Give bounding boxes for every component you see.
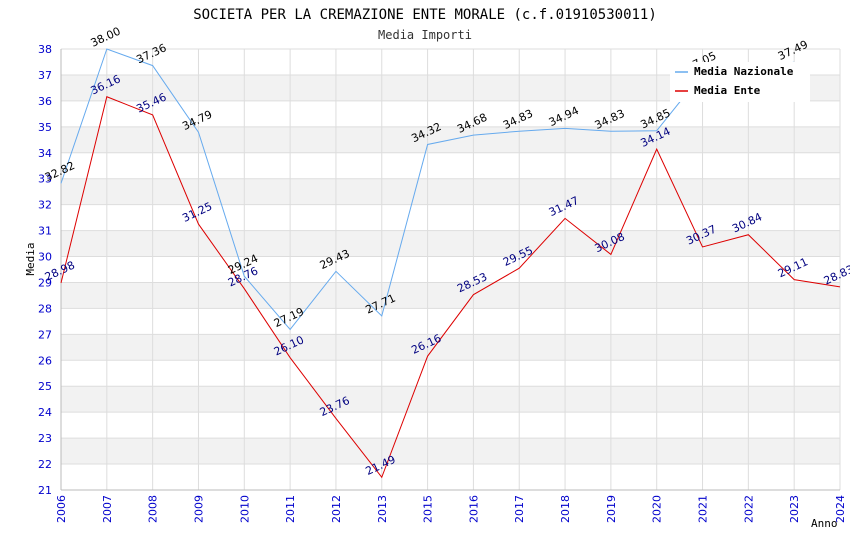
- y-axis-label: Media: [24, 242, 37, 275]
- series-line-0: [60, 48, 795, 331]
- grid-band: [61, 334, 840, 361]
- x-tick-label: 2024: [834, 495, 847, 523]
- legend-box: [670, 62, 810, 102]
- legend: Media Nazionale Media Ente: [670, 62, 810, 102]
- x-tick-label: 2006: [55, 495, 68, 523]
- x-tick-label: 2017: [513, 495, 526, 523]
- x-tick-label: 2015: [422, 495, 435, 523]
- series-line-1: [60, 96, 841, 479]
- y-tick-label: 28: [38, 302, 52, 315]
- grid-band: [61, 100, 840, 127]
- grid-band: [61, 386, 840, 413]
- x-tick-label: 2012: [330, 495, 343, 523]
- grid-band: [61, 412, 840, 439]
- x-tick-label: 2008: [147, 495, 160, 523]
- y-tick-label: 38: [38, 43, 52, 56]
- grid-band: [61, 360, 840, 387]
- y-tick-label: 26: [38, 354, 52, 367]
- x-tick-label: 2021: [697, 495, 710, 523]
- x-tick-label: 2010: [238, 495, 251, 523]
- y-tick-label: 22: [38, 458, 52, 471]
- chart-subtitle: Media Importi: [378, 28, 472, 42]
- grid-band: [61, 152, 840, 179]
- y-tick-label: 35: [38, 121, 52, 134]
- y-tick-label: 23: [38, 432, 52, 445]
- y-tick-label: 33: [38, 173, 52, 186]
- x-tick-label: 2009: [192, 495, 205, 523]
- grid-band: [61, 308, 840, 335]
- legend-label-nazionale: Media Nazionale: [694, 65, 794, 78]
- series-lines: [60, 48, 841, 479]
- x-tick-label: 2019: [605, 495, 618, 523]
- y-tick-label: 24: [38, 406, 52, 419]
- x-tick-label: 2007: [101, 495, 114, 523]
- grid-bands: [61, 49, 840, 490]
- x-tick-label: 2011: [284, 495, 297, 523]
- x-tick-label: 2020: [651, 495, 664, 523]
- grid-band: [61, 438, 840, 465]
- y-tick-label: 30: [38, 251, 52, 264]
- y-tick-label: 36: [38, 95, 52, 108]
- y-tick-label: 32: [38, 199, 52, 212]
- y-tick-label: 37: [38, 69, 52, 82]
- legend-label-ente: Media Ente: [694, 84, 761, 97]
- chart-title: SOCIETA PER LA CREMAZIONE ENTE MORALE (c…: [193, 7, 657, 23]
- grid-band: [61, 178, 840, 205]
- y-tick-label: 25: [38, 380, 52, 393]
- grid-band: [61, 204, 840, 231]
- y-axis-ticks: 21 22 23 24 25 26 27 28 29 30 31 32 33 34 35 36 37 38: [38, 43, 52, 497]
- grid-band: [61, 282, 840, 309]
- x-axis-ticks: 2006 2007 2008 2009 2010 2011 2012 2013 2015 2016…: [55, 495, 847, 523]
- grid-band: [61, 230, 840, 257]
- x-tick-label: 2016: [467, 495, 480, 523]
- y-tick-label: 31: [38, 225, 52, 238]
- x-axis-label: Anno: [811, 517, 838, 530]
- grid-band: [61, 256, 840, 283]
- y-tick-label: 27: [38, 328, 52, 341]
- y-tick-label: 34: [38, 147, 52, 160]
- x-tick-label: 2018: [559, 495, 572, 523]
- y-tick-label: 29: [38, 276, 52, 289]
- x-tick-label: 2013: [376, 495, 389, 523]
- data-label: 38.00: [89, 25, 123, 50]
- y-tick-label: 21: [38, 484, 52, 497]
- x-tick-label: 2022: [742, 495, 755, 523]
- x-tick-label: 2023: [788, 495, 801, 523]
- grid-band: [61, 464, 840, 490]
